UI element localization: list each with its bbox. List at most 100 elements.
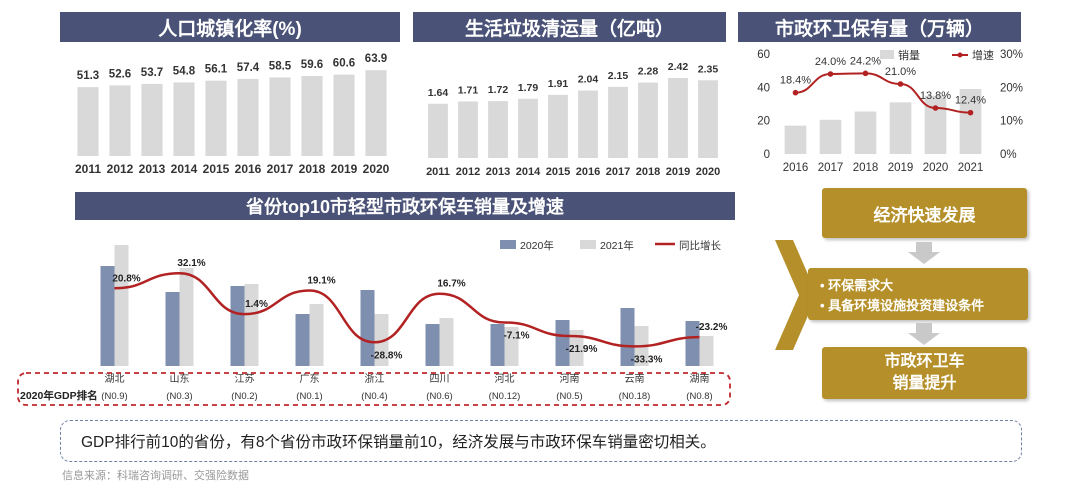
bar <box>365 70 387 156</box>
data-label: 1.91 <box>548 78 569 90</box>
x-tick-label: 2019 <box>888 162 914 174</box>
bar <box>638 82 658 158</box>
growth-point <box>862 70 869 77</box>
x-tick-label: 2020 <box>363 162 390 176</box>
growth-label: 1.4% <box>245 299 268 310</box>
data-label: 56.1 <box>205 64 228 76</box>
legend-marker <box>957 52 963 58</box>
rate-label: 21.0% <box>885 66 916 78</box>
bar <box>854 111 877 154</box>
x-tick-label: 2020 <box>696 166 720 178</box>
legend-swatch-2020 <box>500 240 516 249</box>
x-tick-label: 云南 <box>625 372 645 385</box>
x-tick-label: 山东 <box>170 372 190 385</box>
legend-label: 2021年 <box>600 239 634 252</box>
bar-2020 <box>230 286 245 366</box>
x-tick-label: 2014 <box>171 162 198 176</box>
rate-label: 24.0% <box>815 56 846 68</box>
bar-2020 <box>295 314 310 366</box>
x-tick-label: 2018 <box>636 166 660 178</box>
flow-sales-box: 市政环卫车 销量提升 <box>822 347 1027 399</box>
flow-sales-line2: 销量提升 <box>892 375 957 392</box>
growth-point <box>897 81 904 87</box>
gdp-rank-label: (N0.5) <box>556 391 582 402</box>
bar <box>458 101 478 158</box>
bar <box>173 82 195 156</box>
data-label: 2.28 <box>638 66 659 78</box>
x-tick-label: 2011 <box>75 162 101 176</box>
legend-label: 同比增长 <box>679 239 721 252</box>
bar <box>819 119 842 154</box>
bar <box>77 87 99 156</box>
x-tick-label: 四川 <box>430 374 450 385</box>
bar <box>668 77 688 158</box>
data-label: 54.8 <box>173 65 196 77</box>
bar <box>608 86 628 158</box>
growth-label: -33.3% <box>631 354 663 365</box>
gdp-rank-label: (N0.9) <box>101 391 127 402</box>
bar-2020 <box>360 290 375 366</box>
data-label: 2.15 <box>608 70 629 82</box>
growth-point <box>932 105 939 111</box>
growth-label: 19.1% <box>307 276 335 287</box>
x-tick-label: 2016 <box>783 162 809 174</box>
x-tick-label: 湖北 <box>105 373 125 385</box>
bar <box>237 78 259 156</box>
bar <box>698 80 718 158</box>
y-tick-label: 40 <box>757 82 770 94</box>
bar <box>428 103 448 158</box>
gdp-rank-label: (N0.18) <box>619 391 651 402</box>
gdp-rank-label: (N0.6) <box>426 391 452 402</box>
gdp-rank-label: (N0.12) <box>489 391 521 402</box>
bar-2021 <box>179 268 194 366</box>
gdp-rank-label: (N0.3) <box>166 391 192 402</box>
bar-2021 <box>439 318 454 366</box>
x-tick-label: 2016 <box>576 166 600 178</box>
bar <box>205 80 227 156</box>
legend-swatch-bar <box>880 50 894 59</box>
y-tick-label: 20 <box>757 116 770 128</box>
y2-tick-label: 30% <box>1000 49 1023 61</box>
garbage-chart: 1.64 2011 1.71 2012 1.72 2013 1.79 2014 1.91 2015… <box>426 61 720 178</box>
flow-bullet-item: • 具备环境设施投资建设条件 <box>820 298 985 313</box>
legend-label: 销量 <box>898 48 920 62</box>
bar <box>784 125 807 154</box>
x-tick-label: 江苏 <box>235 372 255 385</box>
vehicles-title: 市政环卫保有量（万辆） <box>738 12 1021 42</box>
bar-2021 <box>374 314 389 366</box>
urbanization-chart: 51.3 2011 52.6 2012 53.7 2013 54.8 2014 56.1 2015… <box>75 53 390 176</box>
bar-2020 <box>490 324 505 366</box>
legend-swatch-2021 <box>580 240 596 249</box>
rate-label: 18.4% <box>780 75 811 87</box>
bar <box>301 75 323 156</box>
gdp-rank-label: (N0.8) <box>686 391 712 402</box>
data-label: 1.72 <box>488 84 509 96</box>
bar-2020 <box>620 308 635 366</box>
x-tick-label: 2019 <box>666 166 690 178</box>
data-label: 1.79 <box>518 82 539 94</box>
data-label: 51.3 <box>77 70 99 82</box>
x-tick-label: 广东 <box>300 372 320 385</box>
x-tick-label: 2012 <box>107 162 134 176</box>
rate-label: 24.2% <box>850 55 881 67</box>
x-tick-label: 2012 <box>456 166 480 178</box>
bar <box>889 102 912 154</box>
bar <box>578 90 598 158</box>
x-tick-label: 2016 <box>235 162 262 176</box>
bar <box>269 77 291 156</box>
bar-2021 <box>699 336 714 366</box>
x-tick-label: 2014 <box>516 166 541 178</box>
growth-point <box>827 71 834 77</box>
gdp-rank-label: (N0.2) <box>231 391 257 402</box>
x-tick-label: 2021 <box>958 162 984 174</box>
x-tick-label: 湖南 <box>690 372 710 385</box>
x-tick-label: 2013 <box>139 162 166 176</box>
bar-2021 <box>569 330 584 366</box>
flow-economy-box: 经济快速发展 <box>822 188 1027 238</box>
flow-bullet-item: • 环保需求大 <box>820 278 894 293</box>
bar-2021 <box>309 304 324 366</box>
data-label: 2.04 <box>578 74 599 86</box>
y2-tick-label: 20% <box>1000 82 1023 94</box>
x-tick-label: 2017 <box>818 162 844 174</box>
